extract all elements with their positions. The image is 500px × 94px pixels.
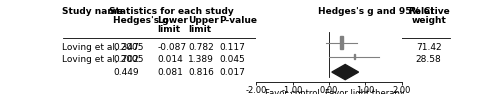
Text: 0.702: 0.702 bbox=[113, 55, 138, 64]
Text: 0.014: 0.014 bbox=[158, 55, 183, 64]
Text: -0.087: -0.087 bbox=[158, 43, 186, 52]
Text: 0.347: 0.347 bbox=[113, 43, 138, 52]
Text: limit: limit bbox=[158, 25, 180, 34]
Text: limit: limit bbox=[188, 25, 212, 34]
Text: P-value: P-value bbox=[220, 16, 258, 25]
Text: Hedges's g: Hedges's g bbox=[113, 16, 168, 25]
Text: 71.42: 71.42 bbox=[416, 43, 442, 52]
Text: 0.782: 0.782 bbox=[188, 43, 214, 52]
Text: Statistics for each study: Statistics for each study bbox=[109, 7, 234, 16]
Text: 0.449: 0.449 bbox=[113, 68, 138, 77]
Text: 28.58: 28.58 bbox=[416, 55, 442, 64]
Text: 0.117: 0.117 bbox=[220, 43, 246, 52]
Text: Relative: Relative bbox=[408, 7, 450, 16]
Text: Study name: Study name bbox=[62, 7, 124, 16]
Text: Loving et al, 2005: Loving et al, 2005 bbox=[62, 55, 144, 64]
Text: Loving et al, 2005: Loving et al, 2005 bbox=[62, 43, 144, 52]
Text: 0.081: 0.081 bbox=[158, 68, 184, 77]
Text: 1.389: 1.389 bbox=[188, 55, 214, 64]
Text: Upper: Upper bbox=[188, 16, 219, 25]
Text: Favor light therapy: Favor light therapy bbox=[326, 89, 405, 94]
Text: 0.017: 0.017 bbox=[220, 68, 246, 77]
Text: weight: weight bbox=[411, 16, 446, 25]
Text: 0.816: 0.816 bbox=[188, 68, 214, 77]
Text: 0.045: 0.045 bbox=[220, 55, 245, 64]
Text: Hedges's g and 95% CI: Hedges's g and 95% CI bbox=[318, 7, 434, 16]
Text: Lower: Lower bbox=[158, 16, 188, 25]
Text: Favor control: Favor control bbox=[265, 89, 320, 94]
